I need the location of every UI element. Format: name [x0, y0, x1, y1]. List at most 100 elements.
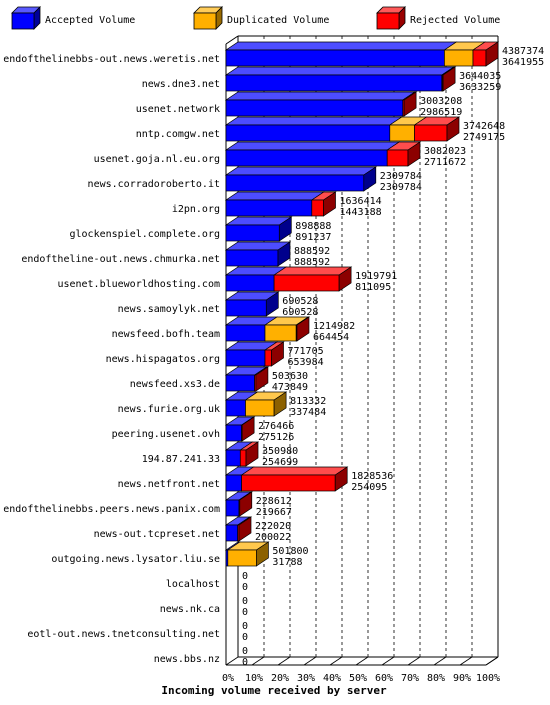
- bar-segment-duplicated: [444, 49, 474, 67]
- bar-segment-accepted: [225, 74, 443, 92]
- value-label-accepted: 3641955: [502, 57, 544, 68]
- bar-side: [407, 141, 421, 167]
- value-label-accepted: 3633259: [459, 82, 501, 93]
- value-label-total: 503630: [272, 371, 308, 382]
- bar-side: [334, 466, 348, 492]
- value-label-accepted: 811095: [355, 282, 391, 293]
- category-label: news.hispagatos.org: [106, 354, 220, 365]
- bar-segment-top-rejected: [240, 466, 349, 476]
- category-label: peering.usenet.ovh: [112, 429, 220, 440]
- value-label-total: 1636414: [340, 196, 382, 207]
- bar-group: [224, 316, 311, 342]
- x-tick-label: 60%: [375, 673, 393, 684]
- value-label-accepted: 888592: [294, 257, 330, 268]
- bar-segment-accepted: [225, 349, 266, 367]
- floor-tick: [303, 656, 317, 666]
- bar-segment-accepted: [225, 474, 242, 492]
- x-tick-label: 20%: [271, 673, 289, 684]
- bar-group: [224, 491, 253, 517]
- bar-segment-duplicated: [389, 124, 415, 142]
- bar-segment-top-accepted: [224, 191, 325, 201]
- bar-segment-accepted: [225, 524, 239, 542]
- category-label: 194.87.241.33: [142, 454, 220, 465]
- legend-swatch: [11, 12, 35, 30]
- bar-group: [224, 466, 349, 492]
- bar-segment-rejected: [414, 124, 448, 142]
- value-label-total: 3644035: [459, 71, 501, 82]
- floor-tick: [381, 656, 395, 666]
- category-label: news.bbs.nz: [154, 654, 220, 665]
- x-tick-label: 90%: [453, 673, 471, 684]
- legend-item: Rejected Volume: [376, 6, 500, 30]
- bar-segment-accepted: [225, 399, 246, 417]
- bar-side: [403, 91, 417, 117]
- bar-group: [224, 191, 337, 217]
- value-label-accepted: 0: [242, 657, 248, 668]
- bar-segment-accepted: [225, 124, 391, 142]
- bar-segment-accepted: [225, 424, 242, 442]
- value-label-accepted: 0: [242, 632, 248, 643]
- bar-side: [446, 116, 460, 142]
- category-label: endofthelinebbs-out.news.weretis.net: [3, 54, 220, 65]
- value-label-accepted: 0: [242, 607, 248, 618]
- bar-segment-rejected: [239, 449, 247, 467]
- value-label-total: 228612: [256, 496, 292, 507]
- category-label: news.netfront.net: [118, 479, 220, 490]
- value-label-total: 1828536: [351, 471, 393, 482]
- value-label-total: 0: [242, 646, 248, 657]
- bar-segment-accepted: [225, 374, 255, 392]
- bar-group: [224, 291, 280, 317]
- legend-item: Duplicated Volume: [193, 6, 329, 30]
- value-label-accepted: 31788: [272, 557, 302, 568]
- bar-segment-top-accepted: [224, 91, 416, 101]
- bar-side: [265, 291, 279, 317]
- bar-side: [323, 191, 336, 217]
- bar-side: [256, 541, 269, 567]
- category-label: nntp.comgw.net: [136, 129, 220, 140]
- bar-segment-top-rejected: [272, 266, 353, 276]
- category-label: news.furie.org.uk: [118, 404, 220, 415]
- x-tick-label: 30%: [297, 673, 315, 684]
- bar-side: [241, 416, 255, 442]
- bar-segment-accepted: [225, 499, 240, 517]
- category-label: usenet.goja.nl.eu.org: [94, 154, 220, 165]
- floor-tick: [407, 656, 421, 666]
- value-label-total: 222020: [255, 521, 291, 532]
- frame-top-slant: [225, 35, 239, 45]
- bar-segment-accepted: [225, 49, 445, 67]
- value-label-total: 1919791: [355, 271, 397, 282]
- bar-group: [224, 441, 260, 467]
- bar-group: [224, 91, 418, 117]
- bar-group: [224, 541, 270, 567]
- floor-tick: [459, 656, 473, 666]
- value-label-total: 1214982: [313, 321, 355, 332]
- bar-side: [485, 41, 499, 67]
- value-label-accepted: 473849: [272, 382, 308, 393]
- value-label-total: 813332: [290, 396, 326, 407]
- value-label-total: 0: [242, 571, 248, 582]
- bar-side: [442, 66, 456, 92]
- x-tick-label: 100%: [476, 673, 500, 684]
- bar-group: [224, 341, 285, 367]
- category-label: localhost: [166, 579, 220, 590]
- value-label-accepted: 891237: [295, 232, 331, 243]
- bar-group: [224, 516, 253, 542]
- category-label: i2pn.org: [172, 204, 220, 215]
- category-label: news-out.tcpreset.net: [94, 529, 220, 540]
- category-label: endoftheline-out.news.chmurka.net: [21, 254, 220, 265]
- bar-segment-top-accepted: [224, 116, 403, 126]
- value-label-total: 690528: [282, 296, 318, 307]
- value-label-accepted: 0: [242, 582, 248, 593]
- value-label-total: 0: [242, 596, 248, 607]
- bar-side: [271, 341, 284, 367]
- value-label-accepted: 254095: [351, 482, 387, 493]
- bar-segment-rejected: [273, 274, 340, 292]
- value-label-accepted: 2309784: [380, 182, 422, 193]
- bar-group: [224, 241, 292, 267]
- value-label-total: 276466: [258, 421, 294, 432]
- value-label-total: 3003208: [420, 96, 462, 107]
- bar-segment-duplicated: [227, 549, 257, 567]
- bar-side: [239, 491, 253, 517]
- value-label-total: 2309784: [380, 171, 422, 182]
- category-label: usenet.blueworldhosting.com: [57, 279, 220, 290]
